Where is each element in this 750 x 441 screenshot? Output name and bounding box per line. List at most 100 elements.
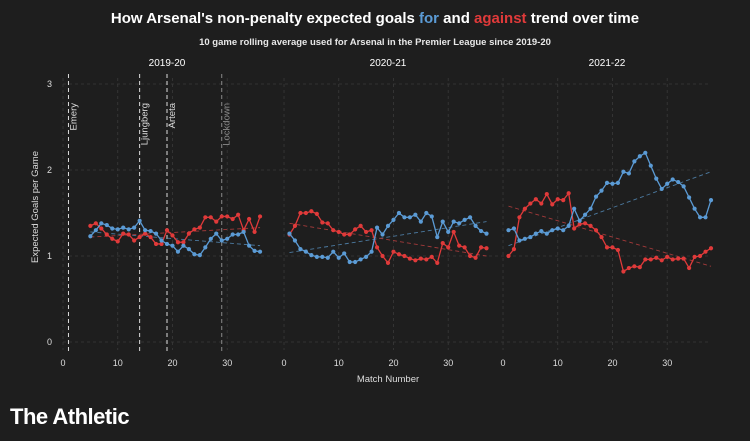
data-point-for: [577, 218, 582, 223]
y-tick-label: 0: [47, 337, 52, 347]
data-point-for: [353, 259, 358, 265]
data-point-against: [429, 254, 434, 259]
data-point-for: [309, 253, 314, 258]
data-point-against: [511, 247, 517, 252]
data-point-for: [132, 225, 137, 230]
data-point-for: [555, 226, 560, 231]
x-axis-label: Match Number: [357, 374, 419, 385]
data-point-for: [380, 232, 385, 237]
data-point-against: [159, 241, 164, 247]
data-point-for: [402, 215, 407, 220]
data-point-for: [468, 215, 473, 220]
data-point-for: [429, 214, 434, 219]
y-tick-label: 3: [47, 79, 52, 89]
data-point-against: [446, 245, 451, 250]
data-point-for: [214, 231, 219, 236]
data-point-for: [665, 181, 670, 186]
data-point-against: [353, 227, 358, 232]
data-point-against: [621, 269, 626, 274]
data-point-for: [115, 227, 120, 232]
trend-line-against: [508, 205, 712, 267]
data-point-for: [396, 210, 402, 216]
data-point-for: [424, 210, 429, 216]
data-point-for: [533, 231, 538, 236]
data-point-against: [522, 206, 527, 211]
trend-line-against: [90, 227, 261, 238]
data-point-against: [225, 214, 230, 219]
data-point-against: [626, 265, 631, 271]
data-point-for: [654, 176, 659, 181]
data-point-against: [192, 227, 197, 232]
x-tick-label: 10: [334, 358, 344, 368]
data-point-for: [610, 181, 615, 186]
data-point-for: [257, 249, 263, 254]
data-point-against: [369, 228, 374, 233]
data-point-against: [572, 226, 577, 231]
data-point-against: [440, 241, 445, 246]
data-point-against: [132, 238, 137, 243]
data-point-for: [522, 236, 527, 241]
data-point-against: [230, 216, 235, 222]
data-point-against: [473, 255, 478, 260]
data-point-for: [435, 234, 440, 240]
data-point-for: [632, 159, 637, 164]
data-point-against: [219, 214, 224, 219]
x-tick-label: 30: [662, 358, 672, 368]
data-point-against: [364, 229, 369, 235]
data-point-for: [208, 236, 213, 241]
data-point-for: [181, 243, 186, 248]
x-tick-label: 30: [443, 358, 453, 368]
data-point-for: [583, 212, 588, 217]
data-point-against: [148, 234, 153, 240]
data-point-for: [517, 238, 522, 243]
data-point-for: [615, 180, 621, 185]
data-point-against: [577, 222, 582, 227]
data-point-for: [230, 232, 235, 237]
data-point-for: [511, 226, 517, 231]
data-point-against: [252, 229, 257, 235]
data-point-against: [528, 201, 533, 206]
data-point-against: [358, 223, 363, 228]
brand-logo: The Athletic: [10, 404, 130, 429]
data-point-against: [550, 202, 555, 207]
data-point-against: [687, 265, 692, 271]
x-tick-label: 20: [167, 358, 177, 368]
series-line-for: [508, 151, 712, 242]
x-tick-label: 0: [281, 358, 286, 368]
data-point-for: [446, 229, 451, 235]
data-point-against: [186, 231, 191, 236]
data-point-for: [137, 218, 142, 223]
data-point-against: [126, 232, 131, 237]
data-point-for: [314, 254, 319, 259]
data-point-against: [615, 247, 621, 253]
data-point-for: [478, 228, 484, 234]
data-point-for: [451, 219, 456, 224]
data-point-for: [225, 236, 230, 241]
trend-line-for: [508, 171, 712, 247]
data-point-for: [676, 179, 681, 185]
data-point-for: [241, 229, 246, 235]
trend-line-for: [289, 221, 487, 254]
data-point-against: [298, 210, 303, 216]
data-point-for: [599, 188, 604, 193]
data-point-for: [110, 226, 115, 231]
data-point-for: [121, 225, 126, 230]
data-point-against: [451, 229, 456, 235]
data-point-against: [115, 239, 120, 244]
data-point-against: [670, 257, 675, 262]
data-point-against: [468, 253, 473, 259]
data-point-for: [331, 249, 336, 254]
data-point-for: [143, 228, 148, 233]
data-point-for: [364, 254, 369, 259]
data-point-against: [347, 232, 352, 237]
data-point-against: [588, 223, 593, 228]
data-point-for: [593, 194, 599, 199]
data-point-against: [396, 252, 402, 257]
data-point-for: [391, 217, 396, 222]
data-point-for: [93, 228, 98, 233]
data-point-for: [566, 223, 571, 228]
data-point-against: [648, 257, 653, 262]
data-point-for: [292, 238, 298, 243]
data-point-against: [292, 223, 298, 228]
data-point-against: [121, 231, 126, 236]
